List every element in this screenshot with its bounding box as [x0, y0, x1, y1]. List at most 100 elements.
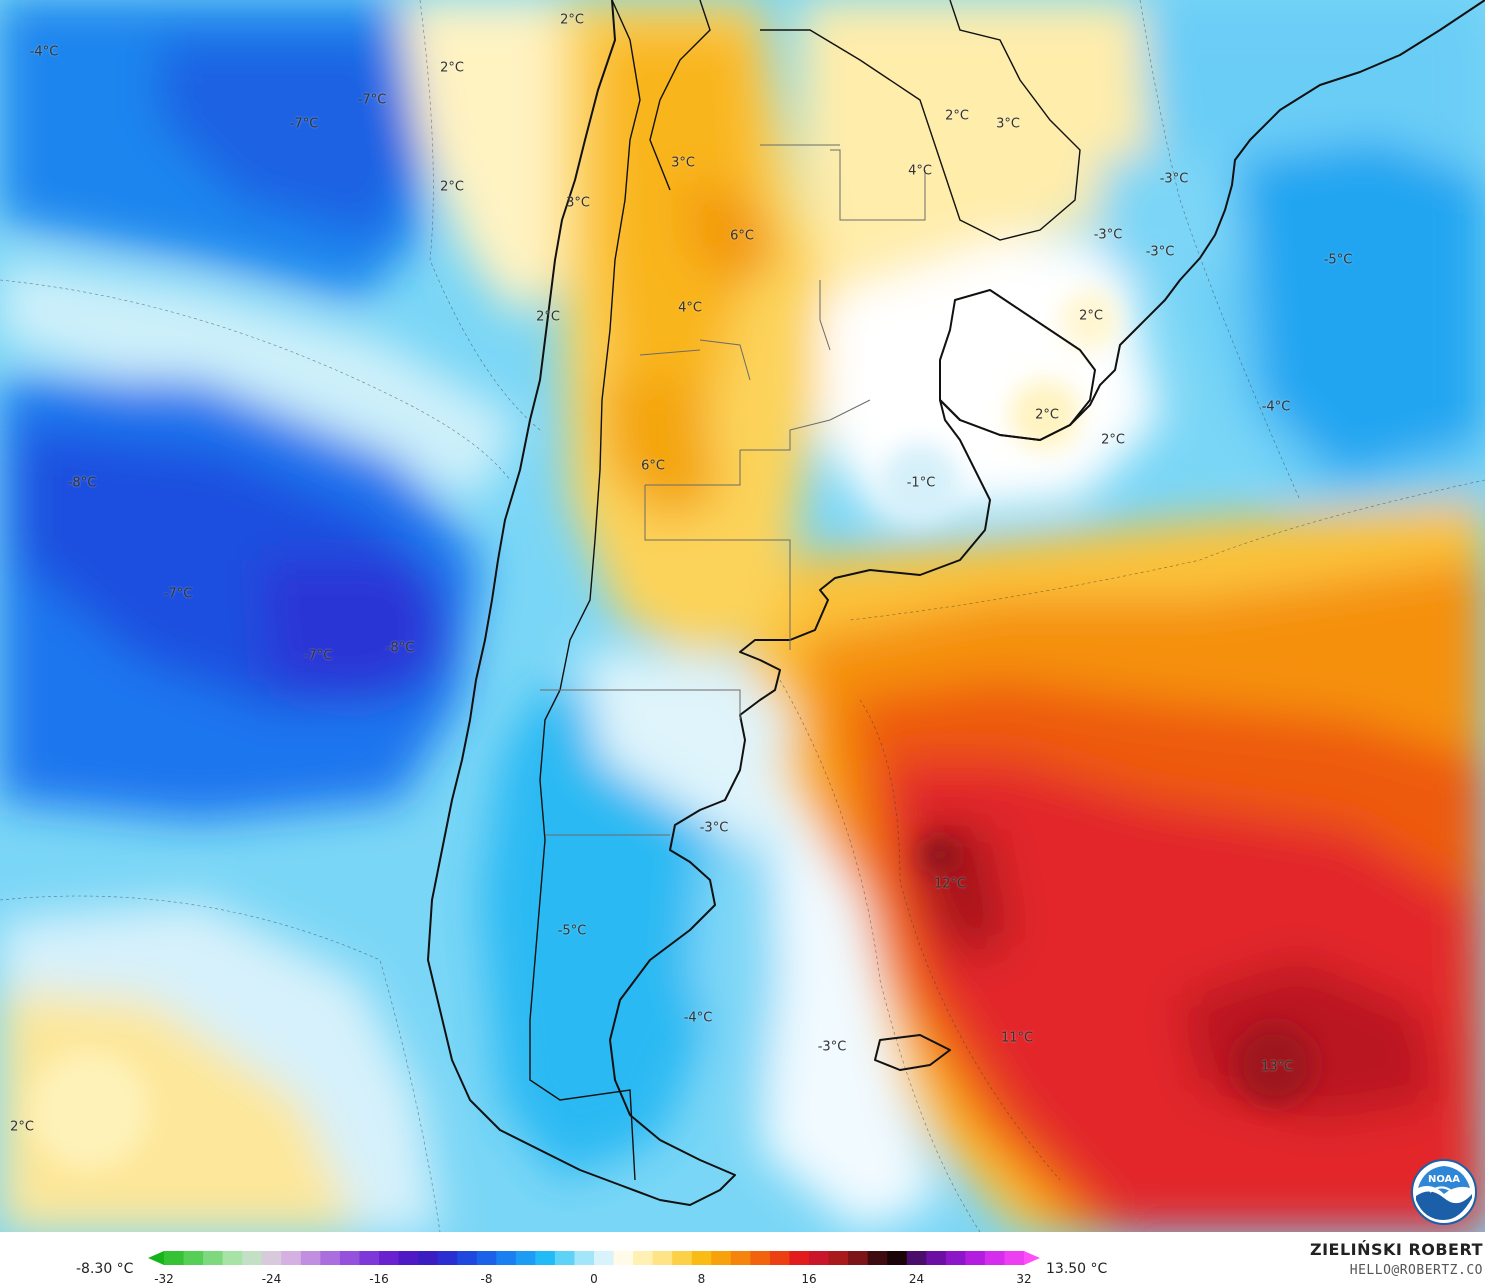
- legend-max-label: 13.50 °C: [1046, 1261, 1108, 1277]
- temperature-label: -4°C: [29, 44, 59, 60]
- scale-segment: [379, 1251, 400, 1265]
- scale-segment: [203, 1251, 224, 1265]
- temperature-map: [0, 0, 1485, 1232]
- country-borders: [529, 0, 1081, 1181]
- coastline: [427, 0, 1485, 1206]
- scale-segment: [594, 1251, 615, 1265]
- temperature-label: 2°C: [440, 179, 464, 195]
- scale-segment: [339, 1251, 360, 1265]
- scale-segment: [183, 1251, 204, 1265]
- scale-segment: [1024, 1251, 1040, 1265]
- scale-segment: [496, 1251, 517, 1265]
- noaa-logo-text: NOAA: [1428, 1174, 1460, 1185]
- temperature-label: 13°C: [1260, 1059, 1294, 1075]
- scale-segment: [828, 1251, 849, 1265]
- scale-segment: [867, 1251, 888, 1265]
- temperature-label: -3°C: [817, 1039, 847, 1055]
- temperature-label: -1°C: [906, 475, 936, 491]
- scale-segment: [633, 1251, 654, 1265]
- temperature-label: 2°C: [10, 1119, 34, 1135]
- temperature-label: -5°C: [557, 923, 587, 939]
- scale-segment: [418, 1251, 439, 1265]
- brand: ZIELIŃSKI ROBERT HELLO@ROBERTZ.CO: [1310, 1240, 1483, 1278]
- scale-segment: [945, 1251, 966, 1265]
- temperature-label: -3°C: [1093, 227, 1123, 243]
- brand-name: ZIELIŃSKI ROBERT: [1309, 1240, 1483, 1259]
- brand-email: HELLO@ROBERTZ.CO: [1349, 1263, 1483, 1278]
- legend-tick-label: 24: [908, 1272, 925, 1286]
- temperature-label: 2°C: [1035, 407, 1059, 423]
- scale-segment: [789, 1251, 810, 1265]
- scale-segment: [476, 1251, 497, 1265]
- scale-segment: [515, 1251, 536, 1265]
- temperature-label: 2°C: [1079, 308, 1103, 324]
- temperature-label: 2°C: [440, 60, 464, 76]
- scale-segment: [750, 1251, 771, 1265]
- temperature-label: -7°C: [357, 92, 387, 108]
- scale-segment: [926, 1251, 947, 1265]
- scale-segment: [261, 1251, 282, 1265]
- color-scale-bar: [148, 1251, 1040, 1265]
- temperature-label: 3°C: [671, 155, 695, 171]
- temperature-label: -7°C: [289, 116, 319, 132]
- temperature-label: -3°C: [1145, 244, 1175, 260]
- scale-segment: [730, 1251, 751, 1265]
- scale-segment: [711, 1251, 732, 1265]
- temperature-label: 6°C: [730, 228, 754, 244]
- temperature-label: 2°C: [560, 12, 584, 28]
- scale-segment: [359, 1251, 380, 1265]
- temperature-label: -5°C: [1323, 252, 1353, 268]
- scale-segment: [574, 1251, 595, 1265]
- scale-segment: [652, 1251, 673, 1265]
- legend-tick-label: -32: [154, 1272, 174, 1286]
- temperature-label: 2°C: [945, 108, 969, 124]
- legend-tick-label: 32: [1016, 1272, 1032, 1286]
- scale-segment: [672, 1251, 693, 1265]
- scale-segment: [906, 1251, 927, 1265]
- isotherm-contours: [0, 0, 1485, 1232]
- scale-segment: [164, 1251, 185, 1265]
- legend-tick-label: 8: [697, 1272, 706, 1286]
- temperature-label: -7°C: [163, 586, 193, 602]
- legend-tick-label: -8: [480, 1272, 493, 1286]
- temperature-label: -3°C: [1159, 171, 1189, 187]
- temperature-label: 12°C: [933, 876, 967, 892]
- scale-segment: [281, 1251, 302, 1265]
- scale-segment: [457, 1251, 478, 1265]
- temperature-label: 4°C: [908, 163, 932, 179]
- temperature-label: 11°C: [1000, 1030, 1034, 1046]
- scale-segment: [554, 1251, 575, 1265]
- temperature-label: -4°C: [683, 1010, 713, 1026]
- scale-segment: [242, 1251, 263, 1265]
- legend-tick-label: -24: [261, 1272, 282, 1286]
- scale-segment: [398, 1251, 419, 1265]
- scale-segment: [535, 1251, 556, 1265]
- temperature-label: 2°C: [536, 309, 560, 325]
- temperature-label: 3°C: [996, 116, 1020, 132]
- scale-segment: [300, 1251, 321, 1265]
- legend-tick-label: 0: [590, 1272, 598, 1286]
- temperature-label: 6°C: [641, 458, 665, 474]
- scale-segment: [965, 1251, 986, 1265]
- temperature-label: -8°C: [385, 640, 415, 656]
- scale-segment: [848, 1251, 869, 1265]
- scale-segment: [320, 1251, 341, 1265]
- temperature-label: -8°C: [67, 475, 97, 491]
- map-canvas: [0, 0, 1485, 1232]
- temperature-label: -4°C: [1261, 399, 1291, 415]
- scale-segment: [148, 1251, 164, 1265]
- scale-segment: [437, 1251, 458, 1265]
- temperature-label: 4°C: [678, 300, 702, 316]
- province-borders: [540, 144, 926, 836]
- scale-segment: [809, 1251, 830, 1265]
- legend-min-label: -8.30 °C: [76, 1261, 134, 1277]
- scale-segment: [984, 1251, 1005, 1265]
- temperature-label: -3°C: [699, 820, 729, 836]
- scale-segment: [222, 1251, 243, 1265]
- legend-footer: -8.30 °C -32 -24 -16 -8 0 8 16 24 32 13.50 °C ZI…: [0, 1232, 1485, 1287]
- temperature-label: 3°C: [566, 195, 590, 211]
- scale-segment: [887, 1251, 908, 1265]
- scale-segment: [613, 1251, 634, 1265]
- temperature-detail: [30, 290, 1315, 1170]
- temperature-label: -7°C: [303, 648, 333, 664]
